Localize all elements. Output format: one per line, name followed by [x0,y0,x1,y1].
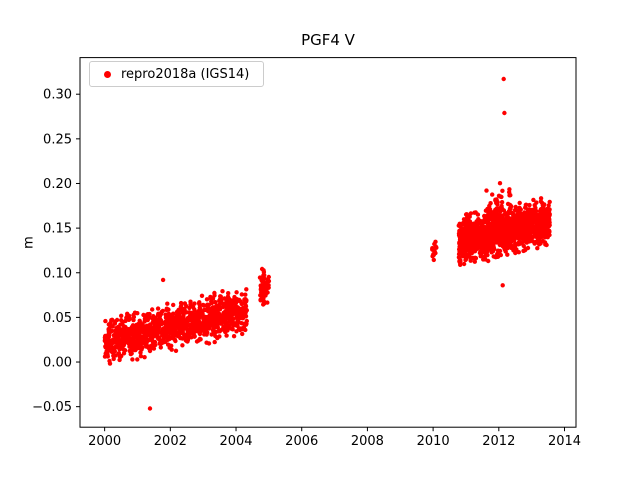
x-tick-label: 2012 [482,434,515,449]
x-tick-label: 2004 [219,434,252,449]
x-tick-label: 2010 [417,434,450,449]
axes-frame [79,57,577,428]
legend: repro2018a (IGS14) [89,61,265,87]
x-tick-label: 2002 [154,434,187,449]
y-tick-label: 0.05 [43,311,72,326]
plot-title: PGF4 V [301,31,355,49]
y-tick-label: 0.20 [43,177,72,192]
x-tick-label: 2000 [88,434,121,449]
x-tick-label: 2008 [351,434,384,449]
legend-series-label: repro2018a (IGS14) [121,66,250,82]
y-axis-ticks: −0.05 0.00 0.05 0.10 0.15 0.20 0.25 0.30 [32,88,80,415]
y-tick-label: 0.25 [43,132,72,147]
scatter-series [102,181,552,366]
y-axis-label: m [21,236,37,249]
y-tick-label: 0.10 [43,266,72,281]
scatter-outliers [147,76,507,411]
y-tick-label: 0.00 [43,356,72,371]
x-axis-ticks: 2000 2002 2004 2006 2008 2010 2012 2014 [88,427,581,449]
y-tick-label: 0.15 [43,222,72,237]
x-tick-label: 2006 [285,434,318,449]
y-tick-label: 0.30 [43,88,72,103]
x-tick-label: 2014 [548,434,581,449]
y-tick-label: −0.05 [32,400,72,415]
legend-marker-icon [104,70,111,78]
